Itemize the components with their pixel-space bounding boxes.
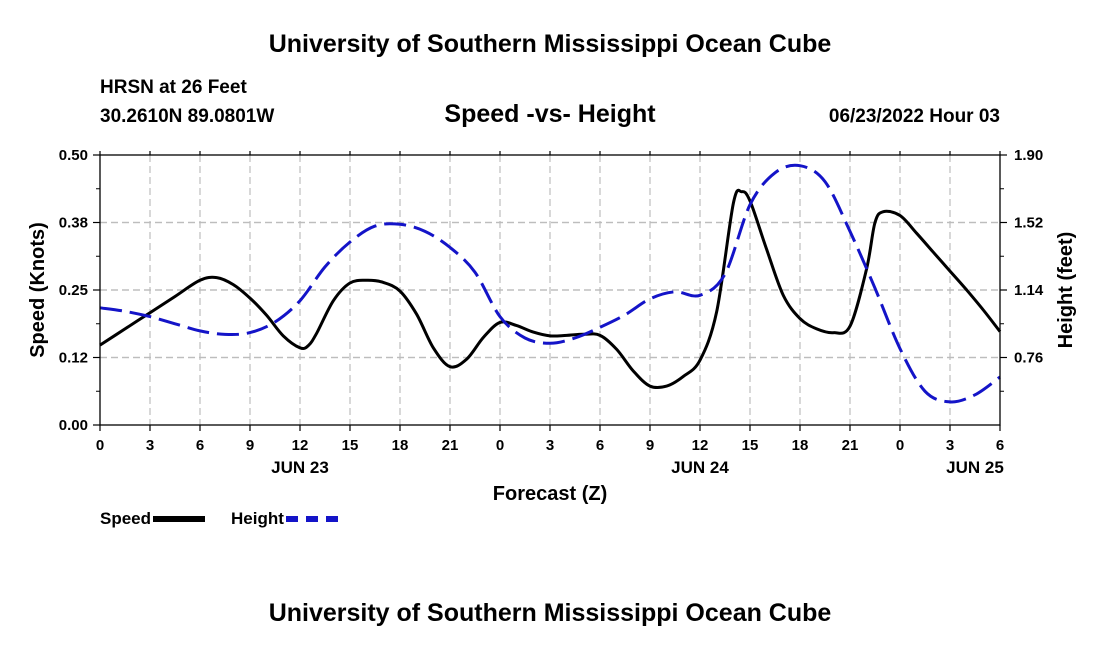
legend-speed-swatch	[153, 516, 206, 522]
y-left-tick-label: 0.50	[59, 147, 88, 164]
coordinates-label: 30.2610N 89.0801W	[100, 106, 275, 127]
chart-title: Speed -vs- Height	[444, 100, 656, 128]
x-tick-label: 6	[596, 437, 604, 454]
legend-speed: Speed	[100, 509, 206, 529]
x-tick-label: 6	[996, 437, 1004, 454]
y-left-tick-label: 0.38	[59, 215, 88, 232]
y-axis-left-label: Speed (Knots)	[27, 222, 49, 358]
x-tick-label: 3	[546, 437, 554, 454]
y-right-tick-label: 0.76	[1014, 350, 1043, 367]
date-label: JUN 25	[946, 458, 1004, 477]
x-tick-label: 3	[146, 437, 154, 454]
series-layer	[99, 163, 1002, 404]
y-right-tick-label: 1.14	[1014, 282, 1044, 299]
x-tick-label: 3	[946, 437, 954, 454]
page-title-bottom: University of Southern Mississippi Ocean…	[268, 599, 832, 627]
grid	[100, 155, 1000, 425]
y-axis-right-label: Height (feet)	[1055, 232, 1077, 349]
x-tick-label: 9	[246, 437, 254, 454]
x-tick-label: 0	[896, 437, 904, 454]
y-right-tick-label: 1.90	[1014, 147, 1043, 164]
y-right-tick-label: 1.52	[1014, 215, 1043, 232]
legend-height: Height	[231, 509, 338, 529]
x-tick-label: 12	[292, 437, 309, 454]
station-label: HRSN at 26 Feet	[100, 77, 247, 98]
x-tick-label: 12	[692, 437, 709, 454]
x-tick-label: 15	[342, 437, 359, 454]
height-series-line	[99, 163, 1001, 404]
x-tick-label: 18	[792, 437, 809, 454]
axes: 0 3 6 9 12 15 18 21 0 3 6 9 12 15 18 21 0 3 6 JUN 23 JUN 24 J…	[59, 147, 1044, 477]
y-left-tick-label: 0.12	[59, 350, 88, 367]
x-tick-label: 21	[442, 437, 459, 454]
x-tick-label: 0	[96, 437, 104, 454]
speed-series-line	[99, 188, 1002, 390]
x-tick-label: 18	[392, 437, 409, 454]
legend-height-swatch	[285, 516, 338, 522]
date-label: JUN 24	[671, 458, 729, 477]
x-tick-label: 15	[742, 437, 759, 454]
x-axis-label: Forecast (Z)	[493, 483, 607, 505]
page-title-top: University of Southern Mississippi Ocean…	[268, 30, 832, 58]
legend-height-label: Height	[231, 509, 284, 528]
date-label: JUN 23	[271, 458, 329, 477]
legend-speed-label: Speed	[100, 509, 152, 528]
x-tick-label: 9	[646, 437, 654, 454]
y-left-tick-label: 0.25	[59, 282, 88, 299]
forecast-datetime: 06/23/2022 Hour 03	[828, 106, 1000, 127]
x-tick-label: 6	[196, 437, 204, 454]
x-tick-label: 21	[842, 437, 859, 454]
x-tick-label: 0	[496, 437, 504, 454]
y-left-tick-label: 0.00	[59, 417, 88, 434]
